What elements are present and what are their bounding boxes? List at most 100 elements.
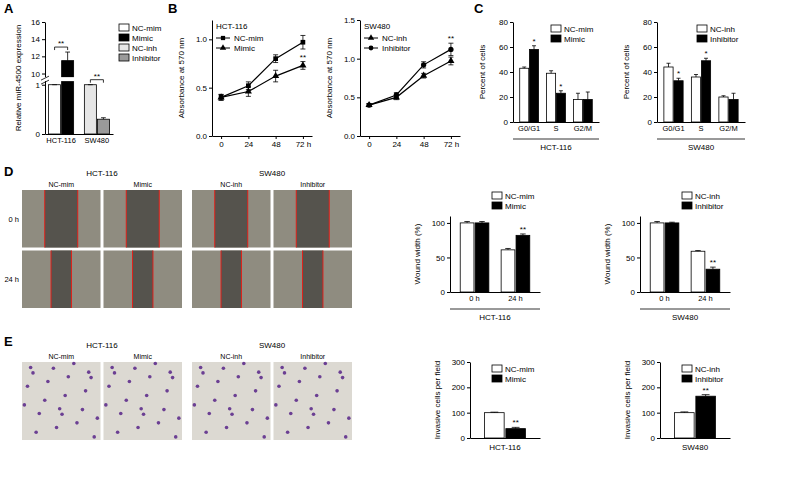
micrograph-background [274, 251, 353, 309]
y-axis-line [657, 23, 658, 123]
legend-label: NC-mim [505, 192, 535, 201]
x-axis-line [471, 438, 541, 439]
legend-label: Inhibitor [695, 375, 724, 384]
x-tick-label: G0/G1 [662, 124, 684, 133]
bar [84, 85, 96, 134]
x-tick-label: S [553, 124, 558, 133]
legend-item: Inhibitor [697, 35, 739, 44]
legend-swatch [119, 44, 129, 51]
y-tick: 300 [452, 358, 470, 367]
micrograph-background [192, 362, 271, 440]
y-tick-mark [510, 122, 513, 123]
y-tick-label: 0 [461, 434, 466, 443]
wound-edge [221, 251, 222, 309]
bar [547, 73, 556, 122]
x-axis-title: SW480 [688, 143, 715, 152]
wound-edge [296, 190, 297, 248]
x-tick-label: SW480 [85, 136, 110, 145]
stained-cell [347, 416, 351, 420]
y-tick-mark [209, 136, 212, 137]
bar [506, 429, 526, 438]
marker [245, 87, 252, 93]
wound-edge [247, 190, 248, 248]
stained-cell [157, 421, 161, 425]
y-tick-mark [42, 22, 45, 23]
image-grid: 0 h24 hHCT-116NC-mimMimicSW480NC-inhInhi… [4, 169, 352, 308]
bar-chart: 0501000 h24 h**HCT-116Wound width (%)NC-… [413, 192, 541, 322]
stained-cell [204, 430, 208, 434]
y-tick-label: 14 [31, 35, 40, 44]
stained-cell [34, 430, 38, 434]
x-tick: G0/G1 [518, 124, 540, 133]
legend-marker [220, 44, 226, 50]
legend-swatch [492, 202, 502, 209]
y-tick-label: 0.5 [344, 93, 356, 102]
significance-label: ** [300, 53, 306, 62]
stained-cell [315, 394, 319, 398]
group-label: SW480 [259, 169, 286, 178]
x-tick-mark [396, 136, 397, 139]
stained-cell [133, 366, 137, 370]
x-tick-mark [303, 136, 304, 139]
stained-cell [201, 371, 205, 375]
x-tick-mark [248, 136, 249, 139]
wound-edge [159, 190, 160, 248]
plot-area [485, 412, 526, 438]
stained-cell [23, 403, 27, 407]
stained-cell [199, 366, 203, 370]
x-tick: 24 h [698, 294, 713, 303]
error-bar [300, 35, 305, 49]
x-tick: 24 [244, 136, 253, 149]
stained-cell [277, 384, 281, 388]
y-tick: 0.0 [344, 132, 360, 141]
legend-item: Mimic [492, 375, 526, 384]
y-tick-mark [510, 97, 513, 98]
y-tick-label: 50 [626, 254, 635, 263]
bar-chart: 020406080G0/G1SG2/M**SW480Percent of cel… [622, 18, 746, 152]
stained-cell [207, 412, 211, 416]
line-chart: 0.00.51.00244872 h**HCT-116Absorbance at… [177, 21, 313, 149]
y-tick-mark [654, 47, 657, 48]
bar [520, 68, 529, 122]
legend-item: Inhibitor [119, 54, 161, 63]
y-tick-mark [637, 223, 640, 224]
y-tick-label: 0.5 [196, 84, 208, 93]
y-tick-label: 0 [441, 288, 446, 297]
y-tick: 16 [31, 18, 45, 27]
micrograph-background [22, 362, 101, 440]
legend: NC-inhInhibitor [682, 365, 724, 384]
y-tick: 1.0 [344, 55, 360, 64]
column-label: Mimic [134, 353, 153, 360]
y-tick: 0.5 [196, 84, 212, 93]
stained-cell [75, 421, 79, 425]
stained-cell [216, 380, 220, 384]
bar [475, 223, 489, 292]
legend-item: NC-inh [364, 34, 407, 43]
group-line [450, 309, 540, 310]
bar [530, 50, 539, 123]
legend-item: NC-mim [492, 192, 535, 201]
significance-label: * [559, 82, 562, 91]
y-tick-mark [654, 22, 657, 23]
legend-swatch [682, 375, 692, 382]
stained-cell [294, 398, 298, 402]
legend-swatch [119, 24, 129, 31]
y-tick-mark [510, 22, 513, 23]
x-tick: 0 [219, 136, 224, 149]
y-tick-mark [654, 122, 657, 123]
y-tick-mark [42, 39, 45, 40]
legend: NC-mimMimic [216, 34, 264, 53]
stained-cell [177, 416, 181, 420]
legend-item: Inhibitor [364, 44, 411, 53]
bar-chart: 0100200300**SW480Invasive cells per fiel… [623, 358, 731, 452]
plot-area [218, 35, 307, 100]
stained-cell [55, 426, 59, 430]
bar-chart: 0501000 h24 h**SW480Wound width (%)NC-in… [603, 192, 731, 322]
y-tick: 0 [504, 118, 513, 127]
micrograph [104, 362, 183, 440]
y-tick-label: 200 [642, 383, 656, 392]
image-grid: HCT-116NC-mimMimicSW480NC-inhInhibitor [22, 341, 352, 440]
x-axis-line [661, 438, 731, 439]
x-tick-mark [424, 136, 425, 139]
plot-area [460, 222, 530, 292]
